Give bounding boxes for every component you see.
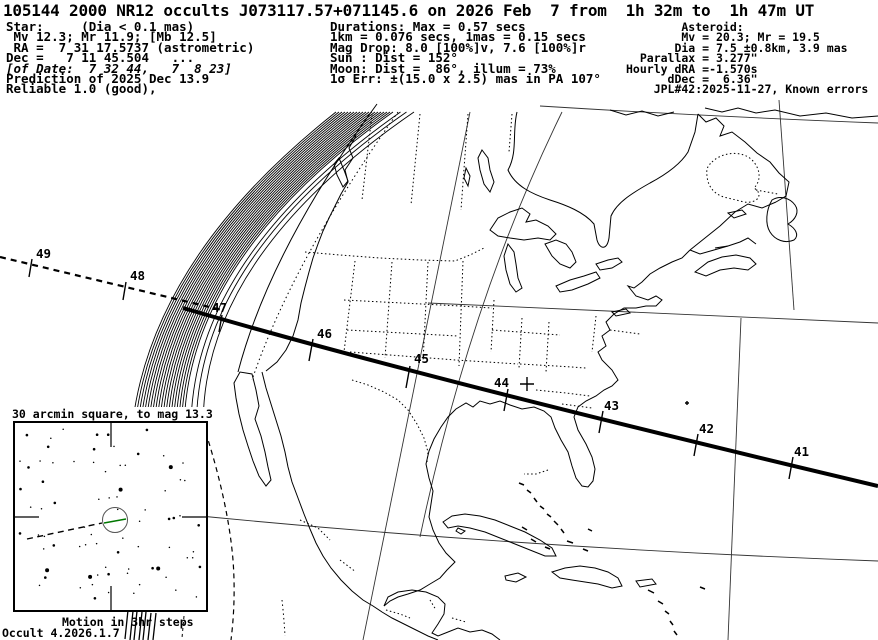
earth-limb-hatch-band bbox=[132, 111, 415, 421]
inset-title: 30 arcmin square, to mag 13.3 bbox=[12, 407, 213, 421]
limb-contour-lines bbox=[181, 103, 399, 640]
software-version: Occult 4.2026.1.7 bbox=[2, 626, 120, 640]
graticule bbox=[179, 99, 878, 640]
political-borders bbox=[299, 113, 779, 623]
occultation-path-dashed bbox=[0, 255, 223, 312]
star-info-block: Star: (Dia < 0.1 mas) Mv 12.3; Mr 11.9; … bbox=[6, 19, 255, 66]
tick-label-47: 47 bbox=[212, 300, 227, 315]
asteroid-motion-dashes bbox=[26, 522, 103, 540]
prediction-info-block: Prediction of 2025 Dec 13.9 Reliable 1.0… bbox=[6, 71, 210, 97]
tick-label-49: 49 bbox=[36, 246, 51, 261]
target-star-circle bbox=[102, 507, 128, 533]
tick-label-43: 43 bbox=[604, 398, 619, 413]
great-lakes bbox=[463, 149, 623, 293]
star-field bbox=[18, 428, 202, 600]
bottom-limb-hatch bbox=[124, 609, 157, 640]
finder-chart-inset bbox=[13, 421, 208, 612]
inset-footer: Motion in 3hr steps bbox=[62, 615, 194, 629]
island-chains bbox=[518, 482, 706, 636]
coastlines bbox=[233, 107, 878, 640]
tick-label-46: 46 bbox=[317, 326, 332, 341]
chart-edge-ticks bbox=[15, 423, 206, 610]
tick-label-41: 41 bbox=[794, 444, 809, 459]
path-time-tick-labels: 49 48 47 46 45 44 43 42 41 bbox=[36, 246, 809, 459]
star-of-date-line: [of Date: 7 32 44, 7 8 23] bbox=[6, 61, 232, 76]
tick-label-45: 45 bbox=[414, 351, 429, 366]
path-time-ticks bbox=[28, 258, 794, 480]
page-title: 105144 2000 NR12 occults J073117.57+0711… bbox=[3, 1, 815, 20]
tick-label-44: 44 bbox=[494, 375, 509, 390]
finder-chart bbox=[15, 423, 206, 610]
tick-label-42: 42 bbox=[699, 421, 714, 436]
motion-vector bbox=[103, 518, 127, 524]
event-info-block: Durations: Max = 0.57 secs 1km = 0.076 s… bbox=[330, 19, 601, 87]
tick-label-48: 48 bbox=[130, 268, 145, 283]
occultation-path-centerline bbox=[182, 306, 878, 488]
site-cross-marker bbox=[520, 377, 689, 405]
asteroid-info-block: Asteroid: Mv = 20.3; Mr = 19.5 Dia = 7.5… bbox=[626, 20, 869, 97]
